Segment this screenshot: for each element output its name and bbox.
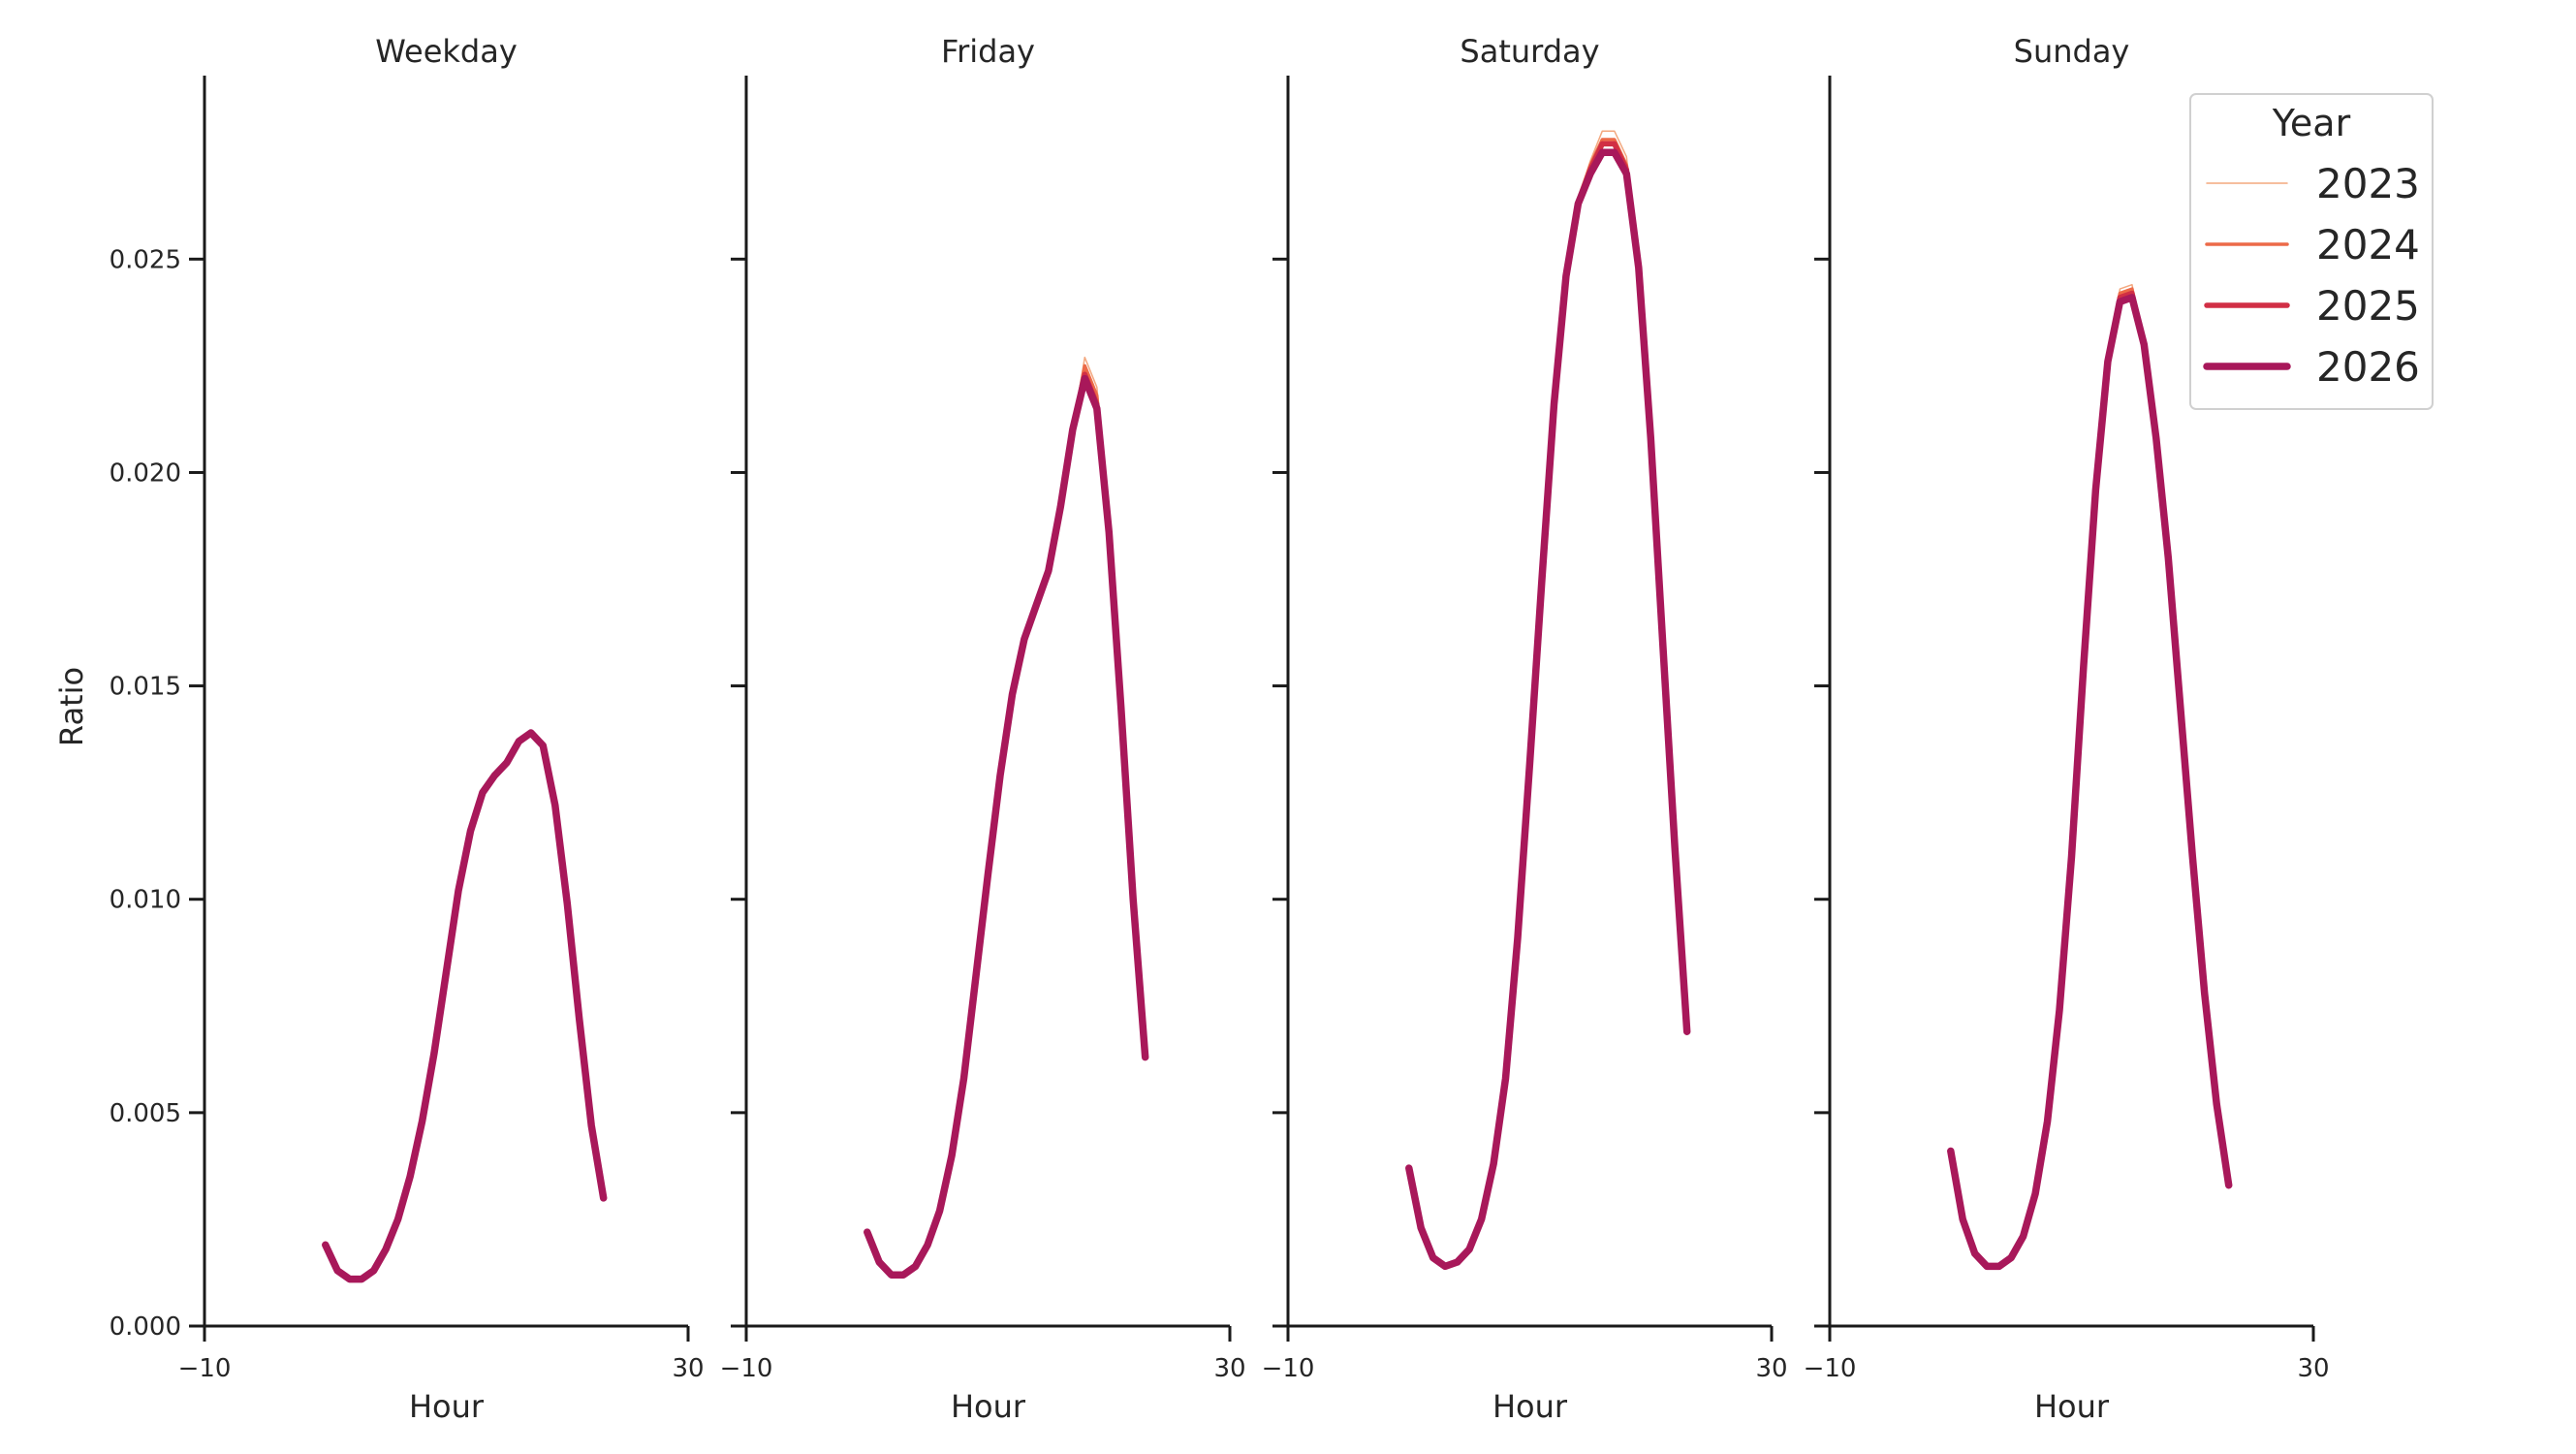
legend-label-2026: 2026 [2316,343,2420,391]
y-tick-label: 0.010 [110,886,181,915]
x-tick-label: 30 [2297,1354,2329,1383]
x-tick-label: 30 [1213,1354,1245,1383]
series-line-saturday-2026 [1405,148,1691,1271]
y-tick-label: 0.025 [110,245,181,274]
series-line-saturday-2024 [1407,138,1689,1269]
x-axis-label: Hour [951,1388,1026,1425]
panel-title: Sunday [2014,33,2130,70]
chart-panels: Weekday 0.000 0.005 0.010 0.015 0.020 0.025 −10… [110,33,2330,1425]
panel-weekday: Weekday 0.000 0.005 0.010 0.015 0.020 0.025 −10… [110,33,705,1425]
series-line-friday-2026 [864,374,1149,1279]
series-line-saturday-2023 [1408,130,1688,1268]
panel-sunday: Sunday −10 30 Hour [1804,33,2330,1425]
x-axis-label: Hour [1492,1388,1568,1425]
panel-title: Saturday [1460,33,1599,70]
panel-saturday: Saturday −10 30 Hour [1262,33,1788,1425]
x-tick-label: −10 [1804,1354,1857,1383]
panel-friday: Friday −10 30 Hour [720,33,1246,1425]
panel-title: Weekday [375,33,518,70]
y-tick-label: 0.005 [110,1099,181,1128]
x-axis-label: Hour [409,1388,485,1425]
y-tick-label: 0.020 [110,458,181,488]
y-tick-label: 0.000 [110,1312,181,1342]
x-tick-label: 30 [672,1354,704,1383]
legend-label-2023: 2023 [2316,160,2420,207]
y-axis-label: Ratio [53,667,90,746]
x-tick-label: −10 [178,1354,232,1383]
series-line-weekday-2026 [322,729,608,1283]
legend-label-2024: 2024 [2316,221,2420,269]
panel-title: Friday [941,33,1035,70]
x-tick-label: 30 [1755,1354,1787,1383]
x-tick-label: −10 [720,1354,773,1383]
y-tick-label: 0.015 [110,673,181,702]
x-axis-label: Hour [2034,1388,2110,1425]
x-tick-label: −10 [1262,1354,1315,1383]
legend: Year 2023 2024 2025 2026 [2189,93,2434,410]
legend-label-2025: 2025 [2316,282,2420,330]
legend-frame [2189,93,2434,410]
legend-title: Year [2272,102,2351,144]
series-line-sunday-2026 [1947,294,2233,1271]
